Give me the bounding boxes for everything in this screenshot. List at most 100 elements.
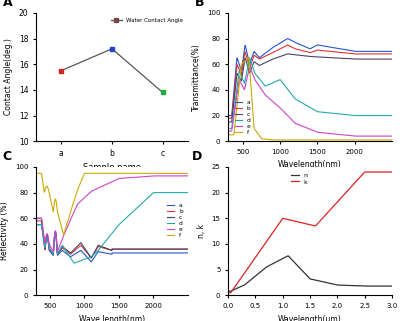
Line: d: d [228, 58, 392, 128]
c [135, 247, 140, 251]
d [148, 193, 153, 197]
c [186, 247, 190, 251]
c [390, 57, 394, 61]
Line: n: n [228, 256, 392, 291]
e [34, 216, 38, 220]
f [34, 171, 38, 175]
c [73, 247, 78, 250]
a [335, 47, 340, 50]
f [60, 230, 65, 234]
e [148, 174, 153, 178]
b [268, 52, 272, 56]
Line: f: f [36, 173, 188, 235]
c [349, 57, 354, 61]
a [285, 37, 290, 40]
e [335, 133, 340, 136]
a [135, 251, 140, 255]
f [268, 138, 273, 142]
f [135, 171, 140, 175]
c [103, 246, 108, 250]
Text: B: B [195, 0, 205, 9]
b [226, 116, 230, 120]
e [247, 65, 252, 69]
c [89, 256, 94, 260]
e [103, 183, 108, 187]
n [322, 280, 327, 284]
b [255, 56, 260, 59]
Line: f: f [228, 58, 392, 140]
d [186, 191, 190, 195]
a [103, 251, 108, 255]
k [255, 253, 260, 257]
d [103, 240, 108, 244]
Line: a: a [36, 225, 188, 262]
d [60, 244, 65, 248]
d [390, 114, 394, 117]
f [270, 138, 275, 142]
e [73, 207, 78, 211]
Line: d: d [36, 193, 188, 263]
Y-axis label: Transmittance(%): Transmittance(%) [192, 43, 201, 111]
Text: C: C [2, 151, 12, 163]
c [226, 120, 230, 124]
Legend: n, k: n, k [288, 170, 310, 187]
Line: a: a [228, 39, 392, 116]
d [73, 261, 78, 265]
n [349, 284, 354, 288]
d [72, 261, 76, 265]
e [349, 134, 354, 138]
f [103, 171, 108, 175]
Legend: Water Contact Angle: Water Contact Angle [108, 16, 185, 25]
f [246, 56, 251, 60]
f [350, 138, 354, 142]
e [151, 174, 156, 178]
d [300, 101, 305, 105]
e [61, 235, 66, 239]
X-axis label: Wavelength(nm): Wavelength(nm) [278, 160, 342, 169]
b [73, 248, 78, 252]
e [135, 175, 140, 179]
a [268, 48, 272, 51]
a [390, 49, 394, 53]
a [349, 49, 354, 53]
a [148, 251, 153, 255]
Y-axis label: Reflectivity (%): Reflectivity (%) [0, 202, 9, 260]
a [186, 251, 190, 255]
e [352, 134, 357, 138]
f [73, 195, 78, 199]
b [285, 43, 290, 47]
b [135, 247, 140, 251]
Y-axis label: Contact Angle(deg.): Contact Angle(deg.) [4, 39, 13, 116]
a [255, 53, 260, 57]
d [335, 112, 340, 116]
e [226, 129, 230, 133]
f [148, 171, 153, 175]
c [285, 52, 290, 56]
a [60, 249, 65, 253]
d [255, 74, 260, 78]
Line: b: b [228, 45, 392, 118]
f [226, 133, 230, 137]
d [268, 82, 273, 86]
Line: e: e [36, 176, 188, 252]
f [336, 138, 340, 142]
b [335, 50, 340, 54]
n [286, 254, 290, 258]
a [73, 252, 78, 256]
a [89, 260, 94, 264]
c [268, 58, 272, 62]
k [390, 170, 394, 174]
e [300, 124, 305, 128]
d [34, 223, 38, 227]
Legend: a, b, c, d, e, f: a, b, c, d, e, f [232, 98, 253, 137]
e [322, 131, 327, 135]
c [60, 245, 65, 249]
n [255, 273, 260, 277]
b [60, 247, 65, 250]
n [390, 284, 394, 288]
d [124, 216, 128, 220]
c [335, 56, 340, 60]
f [323, 138, 328, 142]
n [300, 269, 305, 273]
d [226, 126, 230, 130]
